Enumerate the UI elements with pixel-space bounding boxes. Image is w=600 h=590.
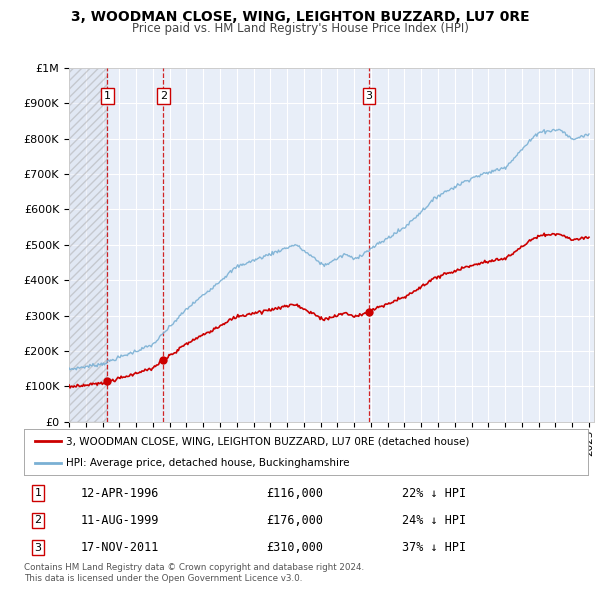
Text: 17-NOV-2011: 17-NOV-2011 xyxy=(80,541,159,554)
Text: 2: 2 xyxy=(160,91,167,101)
Text: 3, WOODMAN CLOSE, WING, LEIGHTON BUZZARD, LU7 0RE: 3, WOODMAN CLOSE, WING, LEIGHTON BUZZARD… xyxy=(71,10,529,24)
Text: 3, WOODMAN CLOSE, WING, LEIGHTON BUZZARD, LU7 0RE (detached house): 3, WOODMAN CLOSE, WING, LEIGHTON BUZZARD… xyxy=(66,437,470,447)
Text: 12-APR-1996: 12-APR-1996 xyxy=(80,487,159,500)
Text: £176,000: £176,000 xyxy=(266,514,323,527)
Text: Price paid vs. HM Land Registry's House Price Index (HPI): Price paid vs. HM Land Registry's House … xyxy=(131,22,469,35)
Text: 1: 1 xyxy=(104,91,111,101)
Polygon shape xyxy=(69,68,107,422)
Text: 2: 2 xyxy=(35,516,41,525)
Text: This data is licensed under the Open Government Licence v3.0.: This data is licensed under the Open Gov… xyxy=(24,573,302,582)
Text: £116,000: £116,000 xyxy=(266,487,323,500)
Text: 3: 3 xyxy=(35,543,41,553)
Text: £310,000: £310,000 xyxy=(266,541,323,554)
Text: HPI: Average price, detached house, Buckinghamshire: HPI: Average price, detached house, Buck… xyxy=(66,457,350,467)
Text: 1: 1 xyxy=(35,488,41,498)
Text: Contains HM Land Registry data © Crown copyright and database right 2024.: Contains HM Land Registry data © Crown c… xyxy=(24,563,364,572)
Text: 22% ↓ HPI: 22% ↓ HPI xyxy=(402,487,466,500)
Text: 37% ↓ HPI: 37% ↓ HPI xyxy=(402,541,466,554)
Text: 11-AUG-1999: 11-AUG-1999 xyxy=(80,514,159,527)
Text: 3: 3 xyxy=(365,91,373,101)
Text: 24% ↓ HPI: 24% ↓ HPI xyxy=(402,514,466,527)
